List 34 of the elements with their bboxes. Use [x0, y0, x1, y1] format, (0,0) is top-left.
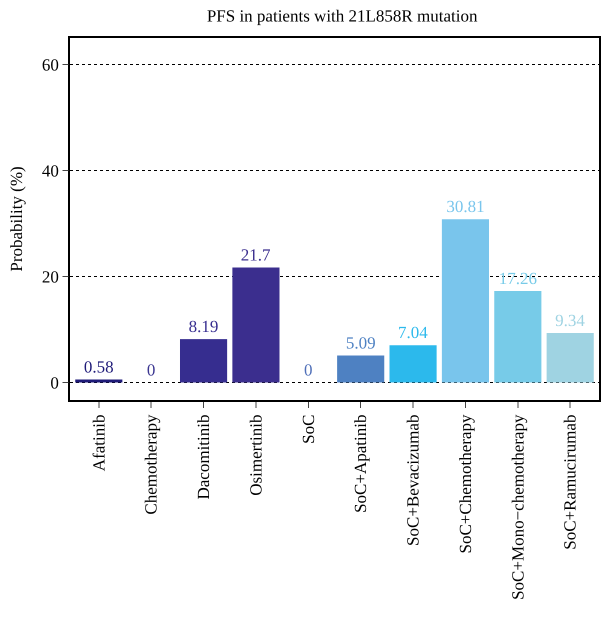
- data-label: 17.26: [498, 269, 537, 288]
- bar: [390, 345, 437, 383]
- data-label: 0: [146, 360, 156, 380]
- x-tick-label: Dacomitinib: [194, 414, 214, 500]
- x-tick-label: SoC+Bevacizumab: [404, 414, 423, 546]
- x-tick-label: Chemotherapy: [142, 414, 161, 515]
- x-tick-label: SoC: [298, 414, 318, 444]
- y-tick-label: 0: [50, 373, 59, 392]
- bar: [180, 339, 228, 383]
- data-label: 9.34: [555, 311, 586, 330]
- y-tick-label: 40: [42, 161, 59, 180]
- data-label: 7.04: [398, 323, 428, 342]
- x-tick-label: SoC+Chemotherapy: [456, 414, 475, 554]
- bar: [546, 333, 594, 383]
- x-tick-label: Afatinib: [89, 414, 108, 472]
- bar: [232, 268, 280, 383]
- bar: [337, 356, 384, 383]
- data-label: 8.19: [188, 317, 218, 336]
- data-label: 0.58: [84, 357, 114, 376]
- bar: [442, 219, 490, 383]
- x-tick-label: Osimertinib: [246, 414, 266, 496]
- x-tick-label: SoC+Mono−chemotherapy: [508, 414, 528, 600]
- x-tick-label: SoC+Ramucirumab: [560, 414, 580, 550]
- data-label: 5.09: [346, 334, 376, 353]
- y-axis-title: Probability (%): [6, 166, 26, 272]
- data-label: 30.81: [446, 197, 485, 216]
- chart-title: PFS in patients with 21L858R mutation: [206, 6, 478, 26]
- y-tick-label: 20: [42, 267, 59, 286]
- bar: [75, 379, 122, 383]
- x-tick-label: SoC+Apatinib: [351, 414, 370, 513]
- data-label: 21.7: [240, 246, 272, 264]
- y-tick-label: 60: [42, 55, 59, 74]
- bar: [494, 291, 542, 383]
- data-label: 0: [304, 360, 313, 380]
